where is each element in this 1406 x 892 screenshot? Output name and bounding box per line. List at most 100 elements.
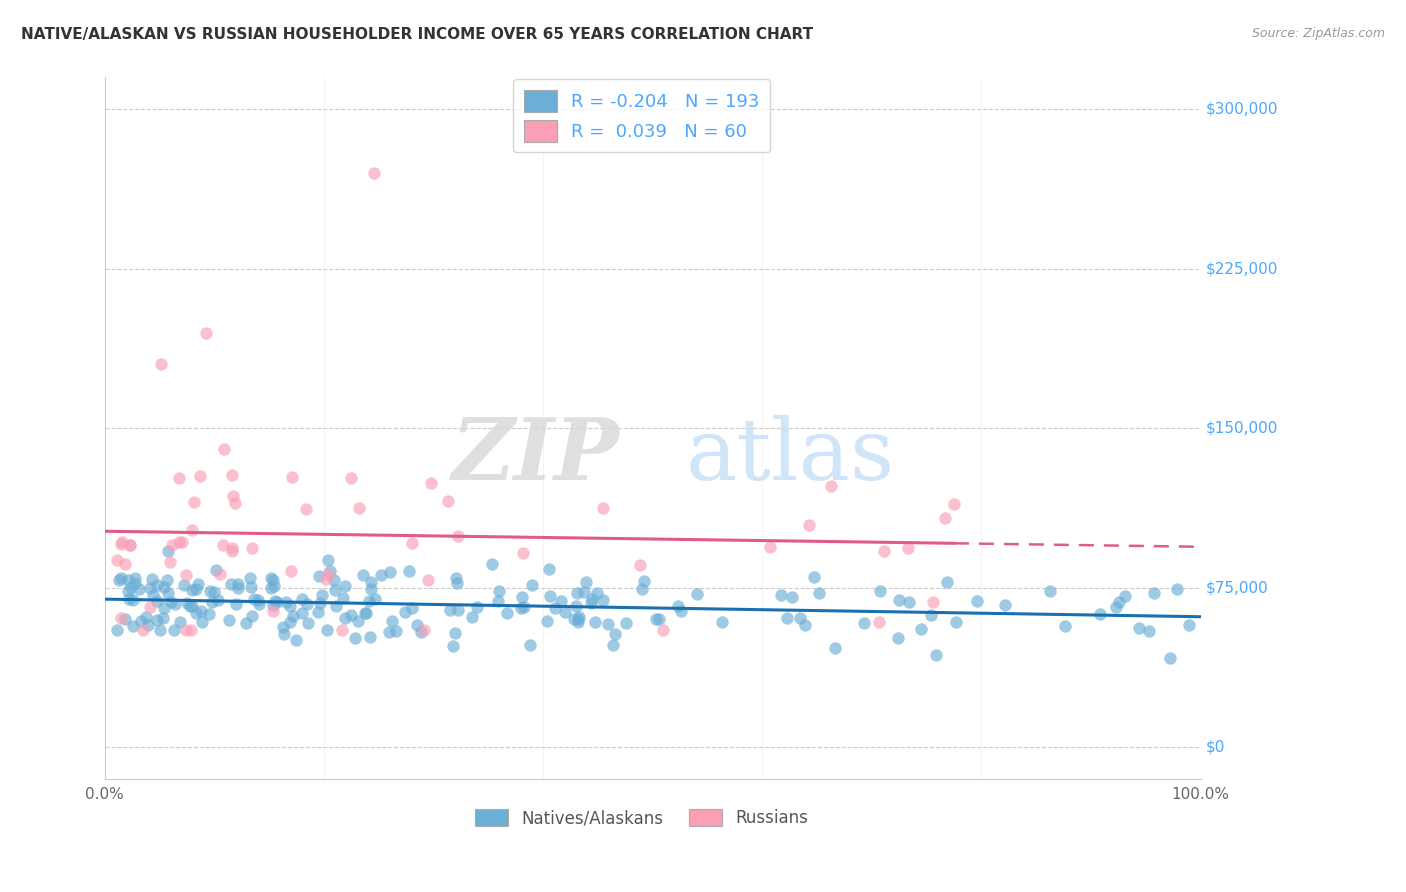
- Point: [579, 596, 602, 610]
- Point: [910, 622, 932, 636]
- Text: NATIVE/ALASKAN VS RUSSIAN HOUSEHOLDER INCOME OVER 65 YEARS CORRELATION CHART: NATIVE/ALASKAN VS RUSSIAN HOUSEHOLDER IN…: [21, 27, 813, 42]
- Point: [1108, 594, 1130, 608]
- Point: [401, 600, 423, 615]
- Point: [347, 500, 370, 515]
- Legend: Natives/Alaskans, Russians: Natives/Alaskans, Russians: [468, 802, 815, 834]
- Point: [481, 557, 503, 571]
- Point: [1054, 618, 1077, 632]
- Point: [271, 620, 294, 634]
- Point: [139, 599, 162, 614]
- Point: [889, 593, 911, 607]
- Point: [651, 623, 673, 637]
- Point: [160, 595, 183, 609]
- Point: [145, 578, 167, 592]
- Text: $300,000: $300,000: [1206, 102, 1278, 117]
- Point: [496, 606, 519, 620]
- Point: [260, 582, 283, 596]
- Point: [172, 534, 194, 549]
- Point: [278, 615, 301, 629]
- Point: [188, 469, 211, 483]
- Point: [808, 586, 831, 600]
- Point: [354, 606, 377, 620]
- Point: [776, 610, 799, 624]
- Point: [110, 611, 132, 625]
- Point: [156, 574, 179, 588]
- Point: [486, 594, 509, 608]
- Point: [242, 609, 264, 624]
- Point: [187, 577, 209, 591]
- Point: [308, 569, 330, 583]
- Point: [180, 523, 202, 537]
- Point: [207, 592, 229, 607]
- Point: [1137, 624, 1160, 639]
- Point: [544, 601, 567, 615]
- Point: [381, 614, 404, 628]
- Point: [567, 612, 589, 626]
- Point: [631, 582, 654, 596]
- Point: [174, 568, 197, 582]
- Point: [167, 471, 190, 485]
- Text: $150,000: $150,000: [1206, 421, 1278, 435]
- Point: [332, 591, 354, 605]
- Point: [562, 612, 585, 626]
- Point: [278, 599, 301, 614]
- Point: [465, 600, 488, 615]
- Text: $75,000: $75,000: [1206, 580, 1268, 595]
- Point: [401, 536, 423, 550]
- Point: [179, 599, 201, 614]
- Point: [347, 614, 370, 628]
- Point: [114, 612, 136, 626]
- Point: [190, 603, 212, 617]
- Point: [596, 616, 619, 631]
- Point: [169, 615, 191, 629]
- Point: [184, 606, 207, 620]
- Point: [110, 537, 132, 551]
- Point: [176, 596, 198, 610]
- Point: [118, 591, 141, 606]
- Point: [110, 571, 132, 585]
- Text: ZIP: ZIP: [451, 415, 620, 498]
- Point: [603, 626, 626, 640]
- Point: [437, 494, 460, 508]
- Point: [758, 541, 780, 555]
- Point: [173, 578, 195, 592]
- Text: atlas: atlas: [686, 415, 894, 498]
- Point: [262, 604, 284, 618]
- Text: $0: $0: [1206, 739, 1226, 755]
- Point: [447, 603, 470, 617]
- Point: [412, 623, 434, 637]
- Point: [488, 584, 510, 599]
- Point: [157, 544, 180, 558]
- Point: [1105, 600, 1128, 615]
- Point: [247, 593, 270, 607]
- Point: [160, 538, 183, 552]
- Point: [141, 572, 163, 586]
- Point: [335, 611, 357, 625]
- Point: [869, 584, 891, 599]
- Point: [602, 638, 624, 652]
- Point: [153, 580, 176, 594]
- Point: [554, 605, 576, 619]
- Point: [135, 610, 157, 624]
- Point: [128, 582, 150, 596]
- Point: [583, 615, 606, 629]
- Point: [370, 568, 392, 582]
- Point: [538, 589, 561, 603]
- Point: [461, 610, 484, 624]
- Point: [710, 615, 733, 629]
- Point: [536, 614, 558, 628]
- Point: [308, 605, 330, 619]
- Point: [221, 468, 243, 483]
- Point: [441, 639, 464, 653]
- Point: [262, 573, 284, 587]
- Point: [322, 573, 344, 587]
- Point: [1114, 589, 1136, 603]
- Point: [121, 619, 143, 633]
- Point: [628, 558, 651, 572]
- Point: [568, 609, 591, 624]
- Point: [794, 618, 817, 632]
- Point: [512, 546, 534, 560]
- Point: [574, 575, 596, 590]
- Point: [264, 593, 287, 607]
- Point: [398, 565, 420, 579]
